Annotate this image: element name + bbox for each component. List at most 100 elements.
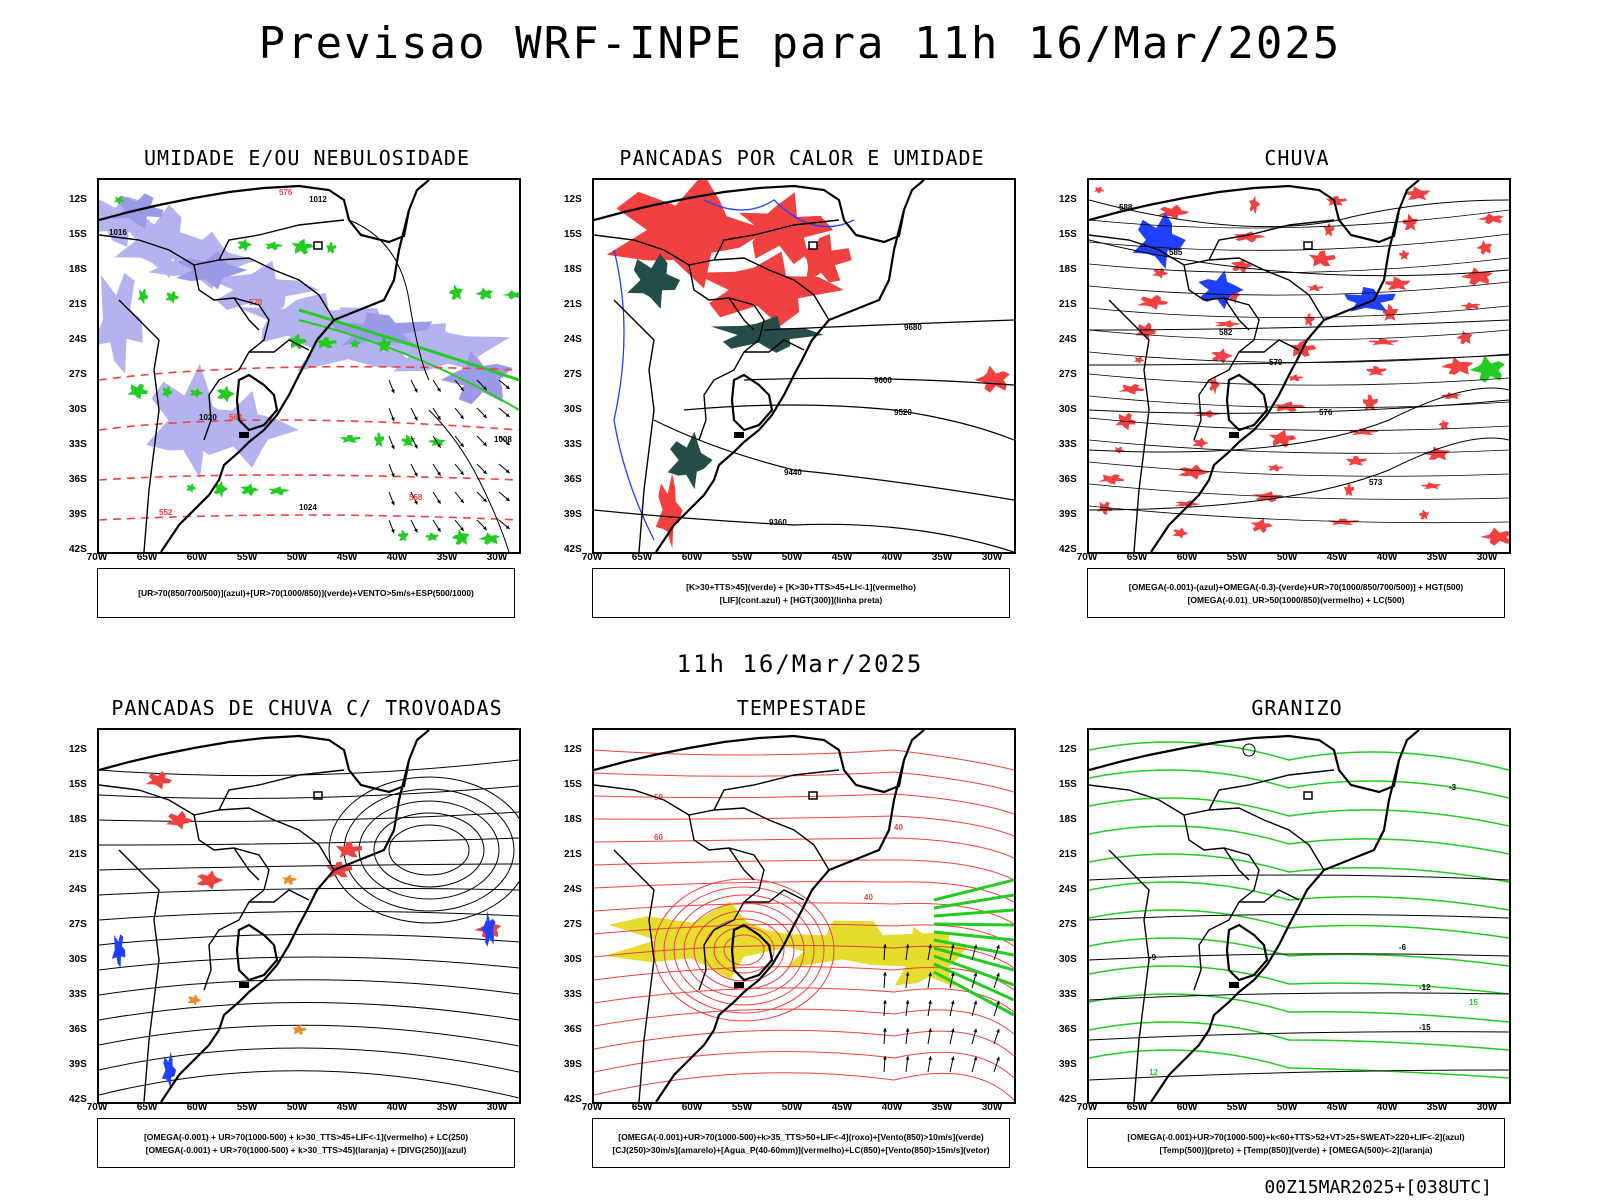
latitude-label: 33S bbox=[1059, 989, 1077, 1000]
latitude-label: 27S bbox=[564, 919, 582, 930]
rain-area bbox=[1135, 322, 1157, 341]
state-border bbox=[1089, 219, 1335, 552]
instability-area bbox=[974, 365, 1010, 393]
wind-vector-head bbox=[882, 944, 887, 948]
latitude-label: 18S bbox=[564, 814, 582, 825]
legend-line: [OMEGA(-0.001) + UR>70(1000-500) + k>30_… bbox=[145, 1144, 467, 1155]
legend-line: [OMEGA(-0.001)+UR>70(1000-500)+k<60+TTS>… bbox=[1127, 1131, 1465, 1142]
humidity-low-area bbox=[451, 529, 470, 545]
rain-area bbox=[1456, 330, 1473, 345]
wind-vector-head bbox=[414, 444, 418, 449]
rain-area bbox=[1325, 196, 1347, 206]
water-contour bbox=[594, 1072, 1014, 1101]
streamline bbox=[1089, 305, 1509, 318]
strong-wind-line bbox=[933, 946, 1014, 972]
rain-area bbox=[1268, 429, 1297, 448]
map-layers: 9680 9600 9520 9440 9360 bbox=[594, 180, 1014, 552]
humidity-low-area bbox=[315, 336, 338, 349]
temp500-contour bbox=[1089, 953, 1509, 961]
circulation-ring bbox=[343, 788, 515, 912]
latitude-label: 21S bbox=[1059, 299, 1077, 310]
latitude-label: 24S bbox=[69, 884, 87, 895]
humidity-low-area bbox=[113, 196, 124, 205]
streamline bbox=[1089, 395, 1509, 409]
wind-vector-head bbox=[391, 529, 395, 534]
humidity-low-area bbox=[213, 480, 228, 498]
state-border bbox=[594, 219, 840, 552]
longitude-label: 35W bbox=[1426, 552, 1448, 563]
water-contour bbox=[594, 1051, 1014, 1079]
coastline bbox=[99, 730, 430, 1102]
temp500-contour bbox=[1089, 1031, 1509, 1041]
wind-vector-head bbox=[391, 417, 395, 422]
contour-label: -15 bbox=[1419, 1023, 1431, 1032]
rain-area bbox=[1133, 356, 1145, 364]
longitude-label: 45W bbox=[1326, 552, 1348, 563]
latitude-label: 15S bbox=[564, 229, 582, 240]
longitude-label: 55W bbox=[1226, 552, 1248, 563]
streamline bbox=[1089, 505, 1509, 524]
rain-area bbox=[1423, 446, 1451, 461]
rain-area bbox=[1348, 428, 1379, 436]
rain-omega-area bbox=[1132, 212, 1186, 269]
streamline bbox=[1089, 439, 1509, 454]
longitude-label: 50W bbox=[286, 552, 308, 563]
divergence-area bbox=[111, 934, 126, 968]
wind-vector-head bbox=[460, 415, 464, 419]
rain-area bbox=[1385, 276, 1411, 291]
longitude-label: 30W bbox=[1476, 552, 1498, 563]
latitude-label: 18S bbox=[1059, 264, 1077, 275]
wind-vector-head bbox=[882, 1028, 887, 1032]
country-border bbox=[235, 373, 279, 432]
rain-area bbox=[1480, 527, 1509, 546]
rain-omega-area bbox=[1198, 270, 1244, 310]
humidity-low-area bbox=[267, 486, 290, 496]
longitude-label: 70W bbox=[1076, 552, 1098, 563]
longitude-label: 70W bbox=[1076, 1102, 1098, 1113]
rain-area bbox=[1441, 357, 1474, 375]
humidity-area bbox=[206, 260, 319, 318]
wind-vector-head bbox=[950, 1028, 955, 1033]
temp850-contour bbox=[1089, 741, 1509, 771]
longitude-label: 50W bbox=[781, 1102, 803, 1113]
temp850-contour bbox=[1089, 965, 1509, 995]
latitude-label: 30S bbox=[564, 404, 582, 415]
temp500-contour bbox=[1089, 1069, 1509, 1081]
map-frame: 588 585 582 579 576 573 bbox=[1087, 178, 1511, 554]
thunderstorm-area bbox=[325, 861, 353, 878]
humidity-contour bbox=[298, 308, 519, 382]
wind-vector-head bbox=[437, 527, 441, 532]
humidity-area-dark bbox=[440, 350, 513, 405]
strong-wind-line bbox=[933, 922, 1014, 927]
contour-label: -12 bbox=[1419, 983, 1431, 992]
wind-vector-head bbox=[928, 944, 933, 949]
water-ring bbox=[663, 886, 825, 1014]
wind-vector-head bbox=[996, 1000, 1000, 1005]
streamline bbox=[1089, 281, 1509, 296]
contour-label: 1008 bbox=[494, 435, 512, 444]
legend-line: [Temp(500)](preto) + [Temp(850)](verde) … bbox=[1159, 1144, 1433, 1155]
rain-area bbox=[1113, 446, 1124, 454]
capital-marker bbox=[1303, 791, 1313, 800]
wind-vector-head bbox=[928, 972, 933, 977]
humidity-area-dark bbox=[329, 312, 433, 346]
country-border bbox=[1225, 923, 1269, 982]
rain-area bbox=[1362, 394, 1378, 411]
height-contour bbox=[743, 377, 1014, 386]
latitude-label: 12S bbox=[564, 744, 582, 755]
strong-wind-line bbox=[933, 954, 1014, 987]
water-ring bbox=[653, 878, 835, 1022]
coastline bbox=[1089, 730, 1420, 1102]
latitude-label: 24S bbox=[1059, 884, 1077, 895]
longitude-label: 50W bbox=[286, 1102, 308, 1113]
capital-marker bbox=[808, 791, 818, 800]
longitude-label: 60W bbox=[681, 552, 703, 563]
contour-label: 585 bbox=[1169, 248, 1183, 257]
temp850-area bbox=[1264, 965, 1292, 983]
legend-line: [K>30+TTS>45](verde) + [K>30+TTS>45+LI<-… bbox=[686, 581, 916, 592]
jet-area bbox=[604, 901, 821, 979]
water-contour bbox=[594, 749, 1014, 771]
temp850-contour bbox=[1089, 769, 1509, 799]
rain-area bbox=[1152, 267, 1169, 279]
